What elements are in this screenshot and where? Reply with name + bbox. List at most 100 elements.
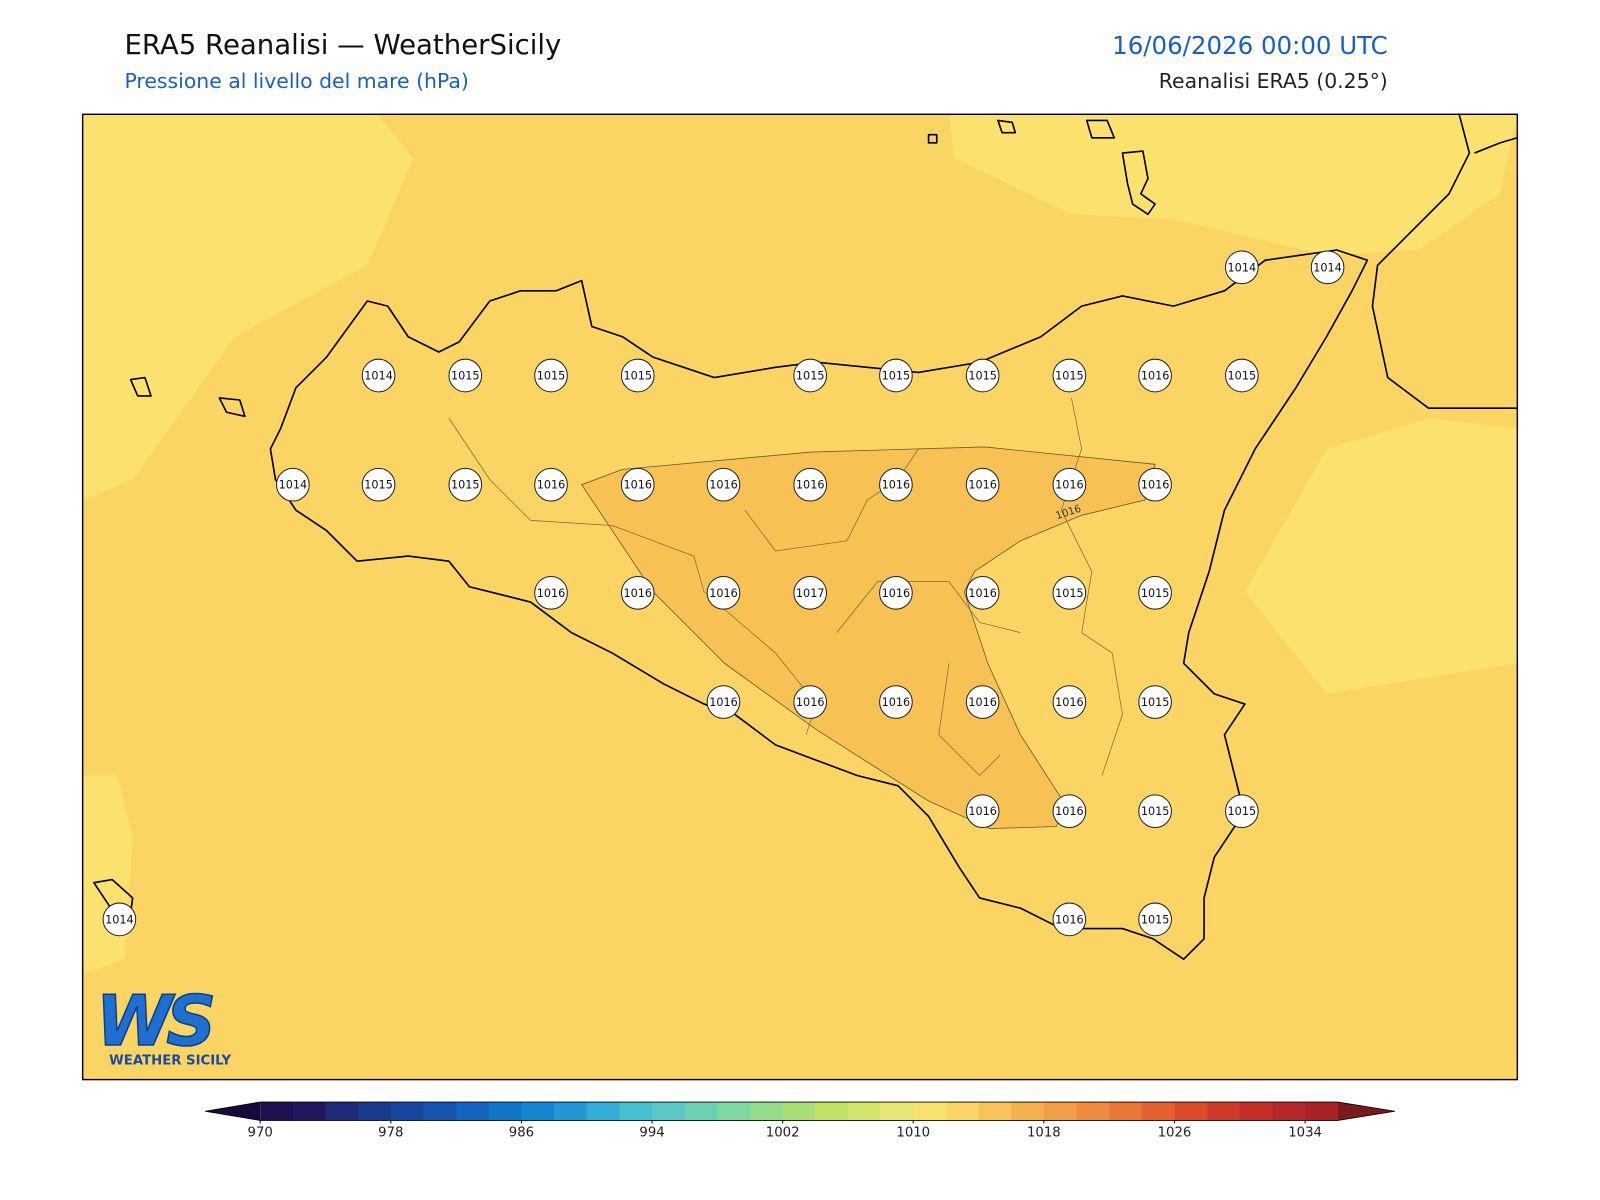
station-marker <box>1138 467 1172 502</box>
pressure-area-low <box>1244 418 1518 694</box>
station-value: 1016 <box>623 479 652 492</box>
colorbar-bin <box>913 1102 947 1121</box>
map-frame <box>81 113 1519 1081</box>
station-value: 1015 <box>451 370 480 383</box>
station-marker <box>102 902 137 937</box>
station-marker <box>1052 467 1087 502</box>
station-marker <box>620 576 655 610</box>
station-value: 1015 <box>364 479 393 492</box>
colorbar-bin <box>750 1102 784 1121</box>
logo-text: WEATHER SICILY <box>109 1053 231 1068</box>
station-value: 1015 <box>1055 370 1084 383</box>
station-marker <box>620 467 655 502</box>
logo: WS WEATHER SICILY <box>95 981 231 1068</box>
colorbar: 970 978 986 994 1002 1010 1018 1026 1034 <box>205 1101 1395 1141</box>
station-marker <box>1138 685 1172 719</box>
station-value: 1015 <box>1141 805 1170 818</box>
station-marker <box>1052 576 1087 610</box>
colorbar-bin <box>586 1102 620 1121</box>
station-marker <box>1225 358 1259 393</box>
colorbar-bin <box>619 1102 653 1121</box>
stations: 1014 1014 1014 1015 1015 1015 1015 1015 1015 1015… <box>102 250 1345 937</box>
colorbar-bin <box>1141 1102 1175 1121</box>
station-value: 1016 <box>882 479 911 492</box>
colorbar-bin <box>358 1102 392 1121</box>
station-marker <box>879 358 913 393</box>
station-value: 1015 <box>1228 370 1257 383</box>
datetime: 16/06/2026 00:00 UTC <box>1112 31 1388 60</box>
station-marker <box>1138 576 1172 610</box>
colorbar-bin <box>1174 1102 1208 1121</box>
station-marker <box>965 576 1000 610</box>
station-value: 1014 <box>279 479 308 492</box>
colorbar-bin <box>1207 1102 1241 1121</box>
station-value: 1016 <box>968 696 997 709</box>
colorbar-bin <box>260 1102 294 1121</box>
pressure-area-low <box>82 114 414 500</box>
station-marker <box>1052 685 1087 719</box>
colorbar-bin <box>292 1102 327 1121</box>
colorbar-bin <box>325 1102 359 1121</box>
station-marker <box>793 576 828 610</box>
station-marker <box>965 467 1000 502</box>
station-marker <box>361 358 396 393</box>
station-marker <box>879 467 913 502</box>
station-marker <box>793 685 828 719</box>
station-value: 1015 <box>1055 587 1084 600</box>
colorbar-tick-label: 1034 <box>1288 1126 1322 1141</box>
station-value: 1016 <box>709 696 738 709</box>
station-marker <box>1225 794 1259 829</box>
station-value: 1016 <box>1055 913 1084 926</box>
station-marker <box>1052 902 1087 937</box>
station-value: 1016 <box>709 479 738 492</box>
station-value: 1016 <box>882 696 911 709</box>
station-value: 1016 <box>709 587 738 600</box>
colorbar-bin <box>945 1102 980 1121</box>
station-marker <box>706 467 741 502</box>
station-value: 1016 <box>537 479 566 492</box>
colorbar-tick-label: 970 <box>248 1126 273 1141</box>
coastline <box>1474 136 1518 154</box>
colorbar-tick-label: 986 <box>509 1126 534 1141</box>
station-value: 1016 <box>623 587 652 600</box>
station-marker <box>965 794 1000 829</box>
colorbar-bin <box>423 1102 457 1121</box>
coastline <box>93 119 1156 915</box>
station-value: 1014 <box>364 370 393 383</box>
station-value: 1016 <box>1055 696 1084 709</box>
colorbar-bin <box>1076 1102 1110 1121</box>
colorbar-tick-label: 994 <box>639 1126 664 1141</box>
station-value: 1016 <box>537 587 566 600</box>
station-value: 1015 <box>1141 587 1170 600</box>
station-value: 1015 <box>882 370 911 383</box>
source: Reanalisi ERA5 (0.25°) <box>1159 69 1388 93</box>
colorbar-tick-label: 1026 <box>1158 1126 1192 1141</box>
coastline <box>269 249 1369 961</box>
station-marker <box>534 358 568 393</box>
station-marker <box>1138 794 1172 829</box>
colorbar-bin <box>488 1102 522 1121</box>
colorbar-bin <box>521 1102 555 1121</box>
station-marker <box>1052 794 1087 829</box>
station-marker <box>620 358 655 393</box>
colorbar-bin <box>554 1102 588 1121</box>
colorbar-bin <box>1305 1102 1339 1121</box>
colorbar-bin <box>1239 1102 1273 1121</box>
station-value: 1015 <box>451 479 480 492</box>
colorbar-bin <box>652 1102 686 1121</box>
station-marker <box>793 358 828 393</box>
station-value: 1015 <box>1228 805 1257 818</box>
colorbar-bin <box>1109 1102 1143 1121</box>
colorbar-bin <box>978 1102 1012 1121</box>
station-marker <box>276 467 310 502</box>
station-value: 1016 <box>882 587 911 600</box>
station-value: 1015 <box>1141 696 1170 709</box>
colorbar-bin <box>880 1102 914 1121</box>
station-value: 1015 <box>623 370 652 383</box>
station-marker <box>965 685 1000 719</box>
logo-mark: WS <box>96 982 213 1062</box>
station-marker <box>1138 358 1172 393</box>
station-marker <box>706 685 741 719</box>
